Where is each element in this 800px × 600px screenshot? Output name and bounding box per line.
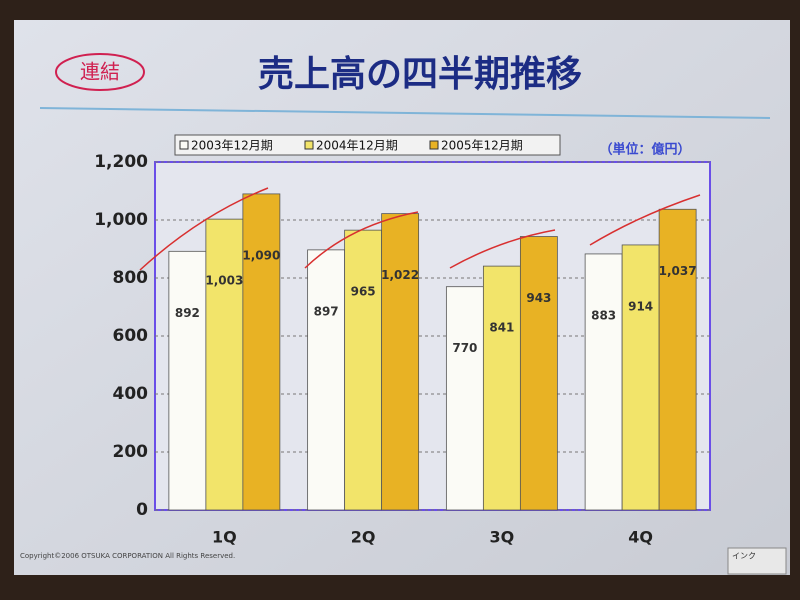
bar bbox=[344, 229, 383, 511]
data-label: 1,090 bbox=[242, 248, 280, 262]
unit-note: （単位：億円） bbox=[599, 142, 690, 158]
x-tick-label: 3Q bbox=[490, 528, 515, 547]
data-label: 943 bbox=[526, 291, 551, 305]
bar bbox=[381, 213, 420, 511]
y-tick-label: 1,200 bbox=[94, 152, 148, 172]
y-tick-label: 600 bbox=[113, 326, 149, 346]
tool-label: インク bbox=[732, 552, 756, 561]
trend-stroke bbox=[449, 229, 556, 269]
title-rule bbox=[39, 107, 771, 119]
badge: 連結 bbox=[80, 60, 120, 84]
bar bbox=[621, 244, 660, 511]
legend-swatch bbox=[429, 140, 439, 150]
trend-stroke bbox=[139, 187, 269, 271]
x-tick-label: 2Q bbox=[351, 528, 376, 547]
bar bbox=[205, 218, 244, 511]
trend-stroke bbox=[589, 194, 701, 246]
data-label: 914 bbox=[628, 299, 653, 313]
handwritten-trends bbox=[139, 187, 701, 271]
data-label: 892 bbox=[175, 306, 200, 320]
bar bbox=[242, 193, 281, 511]
y-tick-label: 800 bbox=[113, 268, 149, 288]
legend-label: 2005年12月期 bbox=[441, 139, 523, 153]
data-label: 1,022 bbox=[381, 268, 419, 282]
legend-label: 2004年12月期 bbox=[316, 139, 398, 153]
x-tick-label: 4Q bbox=[628, 528, 653, 547]
bar bbox=[658, 208, 697, 511]
legend-swatch bbox=[179, 140, 189, 150]
data-label: 841 bbox=[489, 321, 514, 335]
y-tick-label: 1,000 bbox=[94, 210, 148, 230]
data-label: 897 bbox=[314, 304, 339, 318]
tool-box bbox=[727, 547, 787, 575]
badge-outline bbox=[55, 53, 145, 91]
data-label: 883 bbox=[591, 308, 616, 322]
data-label: 1,003 bbox=[205, 274, 243, 288]
y-tick-label: 400 bbox=[113, 384, 149, 404]
chart-title: 売上高の四半期推移 bbox=[258, 54, 582, 95]
bar bbox=[584, 253, 623, 511]
data-label: 965 bbox=[351, 285, 376, 299]
data-label: 770 bbox=[452, 341, 477, 355]
bar bbox=[445, 286, 484, 511]
bar bbox=[482, 265, 521, 511]
bar bbox=[519, 236, 558, 511]
x-tick-label: 1Q bbox=[212, 528, 237, 547]
y-tick-label: 200 bbox=[113, 442, 149, 462]
data-label: 1,037 bbox=[659, 264, 697, 278]
legend-box bbox=[174, 134, 561, 156]
bar bbox=[307, 249, 346, 511]
legend-label: 2003年12月期 bbox=[191, 139, 273, 153]
trend-stroke bbox=[304, 211, 419, 269]
bar bbox=[168, 250, 207, 511]
legend-swatch bbox=[304, 140, 314, 150]
y-tick-label: 0 bbox=[136, 500, 148, 520]
copyright: Copyright©2006 OTSUKA CORPORATION All Ri… bbox=[20, 552, 235, 560]
plot: 0 200 400 600 800 1,000 1,200 1Q 892 1,003 1,090 2Q… bbox=[94, 134, 711, 547]
